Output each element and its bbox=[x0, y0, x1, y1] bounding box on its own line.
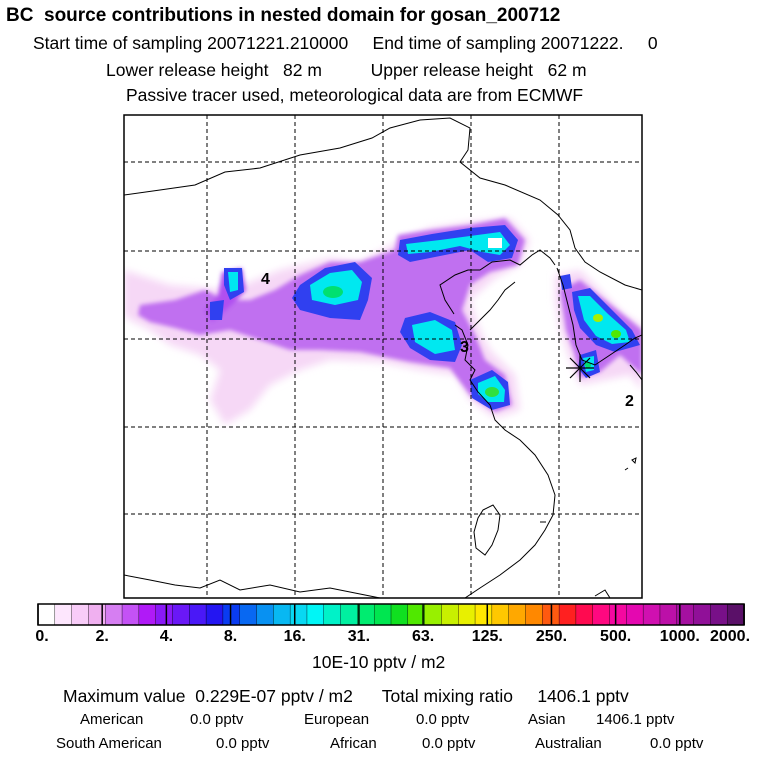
region-african-value: 0.0 pptv bbox=[422, 735, 476, 752]
colorbar-cell bbox=[558, 603, 577, 626]
colorbar-tick-label: 0. bbox=[35, 628, 49, 645]
colorbar-cell bbox=[726, 603, 745, 626]
colorbar-cell bbox=[424, 603, 443, 626]
region-american-label: American bbox=[80, 711, 144, 728]
colorbar-cell bbox=[273, 603, 291, 626]
colorbar-cell bbox=[172, 603, 191, 626]
colorbar-tick-label: 1000. bbox=[659, 628, 700, 645]
colorbar-cell bbox=[474, 603, 493, 626]
region-american-value: 0.0 pptv bbox=[190, 711, 244, 728]
colorbar-cell bbox=[256, 603, 275, 626]
colorbar-frame bbox=[37, 603, 745, 626]
colorbar-cell bbox=[693, 603, 712, 626]
colorbar-tick-label: 4. bbox=[159, 628, 174, 645]
colorbar-cell bbox=[458, 603, 476, 626]
region-european-label: European bbox=[304, 711, 370, 728]
colorbar-cell bbox=[289, 603, 308, 626]
colorbar-tick-label: 125. bbox=[471, 628, 503, 645]
colorbar-cell bbox=[626, 603, 644, 626]
source-label-2: 2 bbox=[625, 393, 634, 410]
colorbar-cell bbox=[340, 603, 359, 626]
colorbar-cell bbox=[54, 603, 73, 626]
colorbar-cell bbox=[71, 603, 90, 626]
colorbar-cell bbox=[609, 603, 628, 626]
source-label-3: 3 bbox=[460, 339, 469, 356]
colorbar-tick-label: 31. bbox=[347, 628, 371, 645]
source-label-4: 4 bbox=[261, 271, 270, 288]
colorbar-cell bbox=[592, 603, 611, 626]
colorbar-tick-label: 250. bbox=[535, 628, 568, 645]
region-asian-value: 1406.1 pptv bbox=[596, 711, 675, 728]
colorbar-cell bbox=[222, 603, 241, 626]
sampling-time-line: Start time of sampling 20071221.210000 E… bbox=[33, 33, 658, 53]
colorbar-cell bbox=[105, 603, 123, 626]
colorbar-cell bbox=[373, 603, 392, 626]
colorbar-cell bbox=[642, 603, 661, 626]
colorbar-tick-label: 63. bbox=[411, 628, 435, 645]
region-african-label: African bbox=[330, 735, 377, 752]
colorbar-tick-label: 16. bbox=[283, 628, 306, 645]
region-asian-label: Asian bbox=[528, 711, 566, 728]
release-height-line: Lower release height 82 m Upper release … bbox=[106, 60, 587, 80]
tracer-info-line: Passive tracer used, meteorological data… bbox=[126, 85, 584, 105]
concentration-field bbox=[124, 115, 642, 598]
colorbar-cell bbox=[189, 603, 207, 626]
colorbar-cell bbox=[88, 603, 107, 626]
colorbar-cell bbox=[306, 603, 325, 626]
receptor-marker bbox=[566, 354, 594, 382]
colorbar-cell bbox=[357, 603, 375, 626]
region-australian-label: Australian bbox=[535, 735, 602, 752]
chart-title: BC source contributions in nested domain… bbox=[6, 5, 561, 26]
colorbar-cell bbox=[205, 603, 224, 626]
colorbar-tick-label: 2000. bbox=[709, 628, 751, 645]
max-value-line: Maximum value 0.229E-07 pptv / m2 Total … bbox=[63, 686, 629, 706]
colorbar-cell bbox=[710, 603, 728, 626]
coastlines bbox=[124, 117, 642, 598]
colorbar-cell bbox=[323, 603, 342, 626]
colorbar-cell bbox=[659, 603, 678, 626]
colorbar-cell bbox=[491, 603, 510, 626]
colorbar-cell bbox=[37, 603, 56, 626]
colorbar-cell bbox=[121, 603, 140, 626]
colorbar-cell bbox=[155, 603, 174, 626]
plume-hotspots bbox=[323, 286, 621, 397]
grid-lines bbox=[124, 115, 642, 598]
region-south-american-label: South American bbox=[56, 735, 162, 752]
colorbar-unit: 10E-10 pptv / m2 bbox=[312, 652, 446, 672]
colorbar-cell bbox=[575, 603, 594, 626]
colorbar-cell bbox=[390, 603, 409, 626]
colorbar-cell bbox=[508, 603, 527, 626]
map-frame bbox=[123, 114, 643, 599]
colorbar-cell bbox=[239, 603, 258, 626]
colorbar-cell bbox=[525, 603, 544, 626]
colorbar-tick-label: 500. bbox=[600, 628, 632, 645]
colorbar-cells bbox=[37, 603, 745, 626]
colorbar-cell bbox=[138, 603, 157, 626]
region-australian-value: 0.0 pptv bbox=[650, 735, 704, 752]
region-european-value: 0.0 pptv bbox=[416, 711, 470, 728]
colorbar-cell bbox=[441, 603, 460, 626]
colorbar-tick-label: 2. bbox=[95, 628, 109, 645]
colorbar-tick-label: 8. bbox=[223, 628, 238, 645]
region-south-american-value: 0.0 pptv bbox=[216, 735, 270, 752]
